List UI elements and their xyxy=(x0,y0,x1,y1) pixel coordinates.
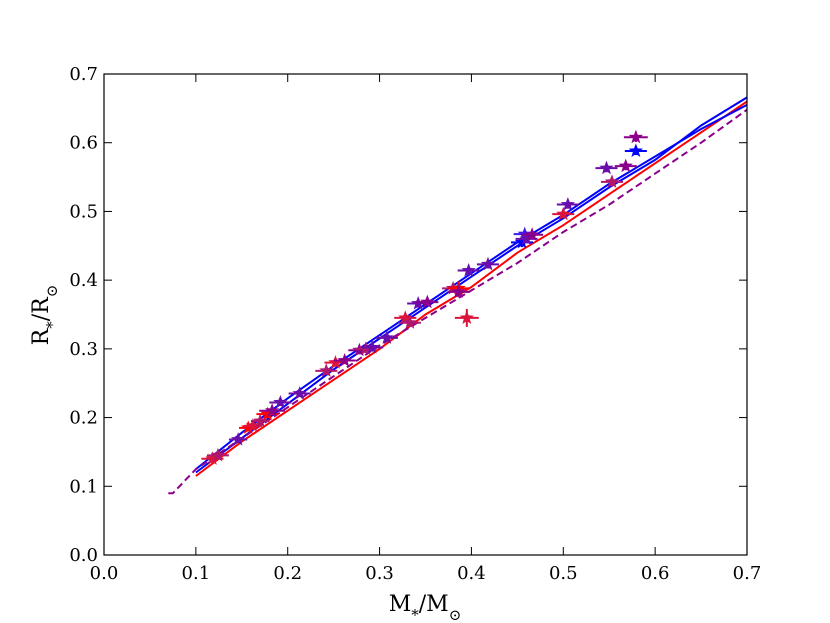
x-axis-label: M*/M⊙ xyxy=(389,592,462,623)
star-marker xyxy=(210,447,225,462)
data-point xyxy=(243,418,262,432)
star-marker xyxy=(365,340,380,354)
x-tick-label: 0.0 xyxy=(90,563,119,584)
star-marker xyxy=(398,310,413,324)
model-curve-2 xyxy=(195,96,747,474)
model-curve-1 xyxy=(195,100,747,477)
star-marker xyxy=(253,413,268,428)
star-marker xyxy=(402,315,417,329)
star-marker xyxy=(265,403,280,417)
y-tick-label: 0.0 xyxy=(69,545,98,566)
star-marker xyxy=(519,231,534,245)
data-point xyxy=(454,309,479,327)
star-marker xyxy=(273,395,288,409)
y-axis-label: R*/R⊙ xyxy=(29,285,61,346)
data-point xyxy=(614,158,637,173)
star-marker xyxy=(260,406,275,421)
star-marker xyxy=(628,143,643,157)
y-tick-label: 0.2 xyxy=(69,408,98,429)
star-marker xyxy=(514,234,530,249)
data-point xyxy=(206,447,229,462)
data-point xyxy=(595,160,618,175)
data-point xyxy=(476,256,499,271)
star-marker xyxy=(337,353,352,367)
data-point xyxy=(288,386,311,400)
star-marker xyxy=(599,160,614,175)
y-tick-label: 0.7 xyxy=(69,64,98,85)
x-tick-label: 0.6 xyxy=(641,563,670,584)
plot-content xyxy=(168,96,747,495)
star-marker xyxy=(292,386,307,400)
data-point xyxy=(447,284,470,298)
star-marker xyxy=(245,418,260,432)
star-marker xyxy=(560,197,575,211)
star-marker xyxy=(205,451,220,465)
x-tick-label: 0.4 xyxy=(457,563,486,584)
data-point xyxy=(250,413,270,428)
x-tick-label: 0.3 xyxy=(365,563,394,584)
x-tick-labels: 0.0 0.1 0.2 0.3 0.4 0.5 0.6 0.7 xyxy=(90,563,762,584)
star-marker xyxy=(618,158,633,173)
star-marker xyxy=(379,330,395,344)
x-tick-label: 0.1 xyxy=(182,563,211,584)
data-point xyxy=(228,432,248,446)
star-marker xyxy=(604,174,620,188)
data-point xyxy=(556,197,579,211)
data-point xyxy=(624,143,647,157)
data-point xyxy=(552,206,575,221)
y-tick-label: 0.6 xyxy=(69,133,98,154)
star-marker xyxy=(241,420,256,434)
data-point xyxy=(623,129,648,144)
x-tick-label: 0.5 xyxy=(549,563,578,584)
data-point xyxy=(315,363,338,377)
star-marker xyxy=(556,206,571,221)
y-tick-label: 0.3 xyxy=(69,339,98,360)
star-marker xyxy=(328,355,343,369)
star-marker xyxy=(524,227,540,241)
data-point xyxy=(416,294,439,309)
y-tick-label: 0.4 xyxy=(69,270,98,291)
star-marker xyxy=(451,284,466,298)
star-marker xyxy=(461,263,476,277)
data-point xyxy=(521,227,544,241)
x-tick-label: 0.7 xyxy=(733,563,762,584)
data-point xyxy=(259,403,285,417)
data-point xyxy=(361,340,384,354)
data-point xyxy=(457,263,480,277)
model-curve-4 xyxy=(168,108,747,495)
y-tick-label: 0.1 xyxy=(69,476,98,497)
star-marker xyxy=(459,310,474,324)
axis-ticks xyxy=(103,73,748,556)
star-marker xyxy=(517,226,532,241)
star-marker xyxy=(480,256,496,271)
data-point xyxy=(269,395,292,409)
star-marker xyxy=(628,129,643,144)
x-tick-label: 0.2 xyxy=(273,563,302,584)
data-point xyxy=(375,330,398,344)
data-point xyxy=(398,315,421,329)
star-marker xyxy=(319,363,334,377)
star-marker xyxy=(420,294,435,309)
plot-frame xyxy=(103,73,748,556)
data-point xyxy=(333,353,356,367)
y-tick-label: 0.5 xyxy=(69,201,98,222)
star-marker xyxy=(231,432,246,446)
data-point xyxy=(600,174,623,188)
y-tick-labels: 0.0 0.1 0.2 0.3 0.4 0.5 0.6 0.7 xyxy=(69,64,98,566)
